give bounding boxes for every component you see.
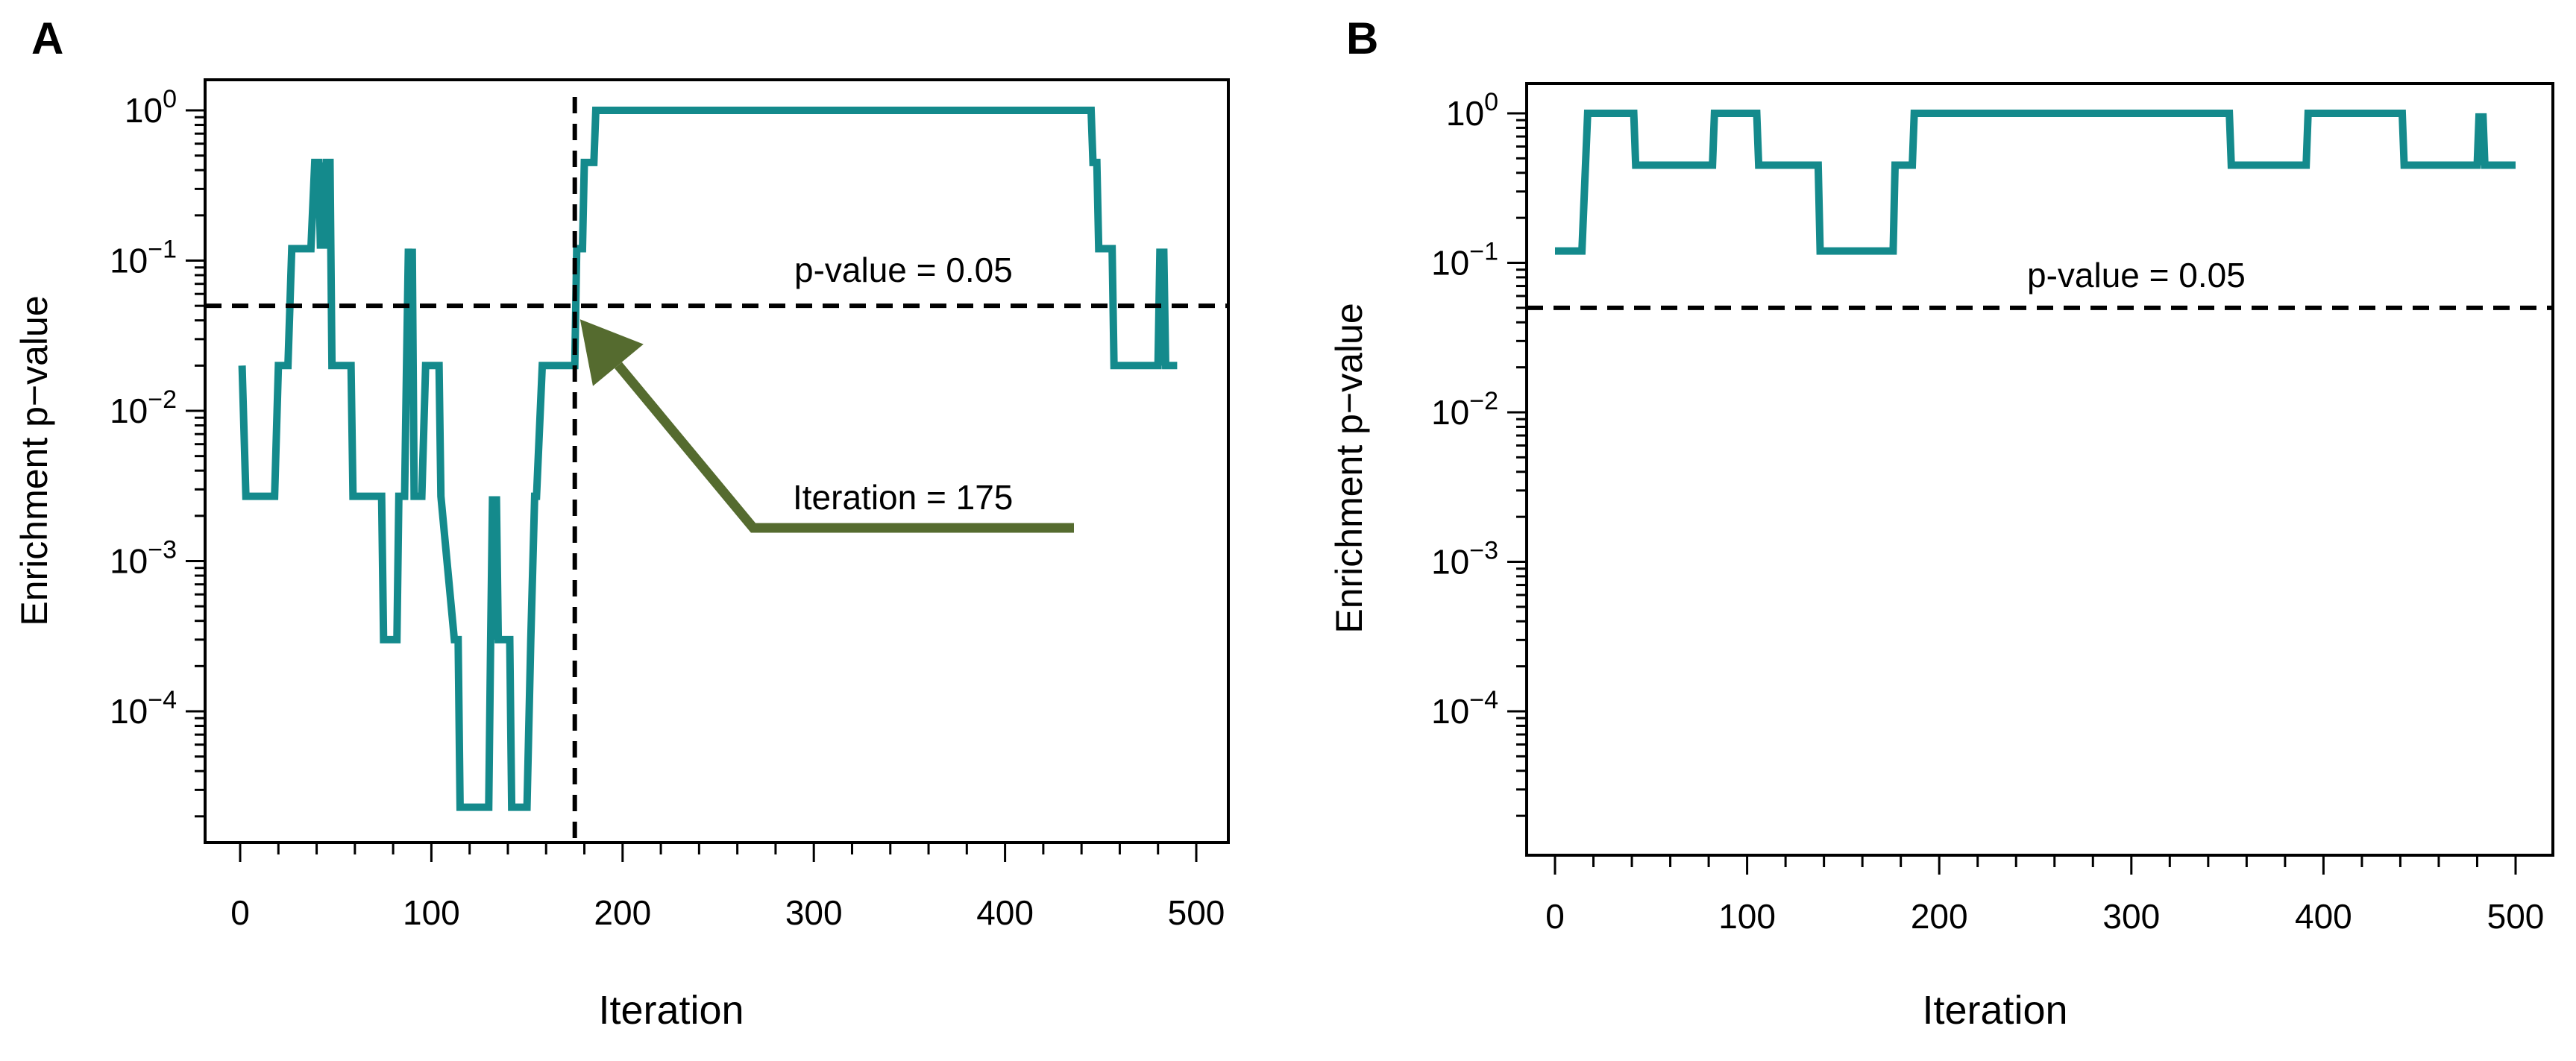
x-tick-label: 100 [403, 893, 460, 932]
annotation-label: Iteration = 175 [793, 478, 1013, 517]
y-tick-label: 10−1 [110, 236, 177, 280]
y-tick-label: 100 [125, 85, 177, 130]
y-axis-b: 100 10−1 10−2 10−3 10−4 [1431, 88, 1527, 817]
panel-b-chart: B 100 10−1 10−2 10−3 10−4 0 100 200 300 400 500 I… [1328, 13, 2554, 1033]
x-tick-label: 0 [1545, 897, 1565, 936]
plot-frame-b [1525, 82, 2554, 857]
x-tick-label: 400 [976, 893, 1034, 932]
y-axis-a: 100 10−1 10−2 10−3 10−4 [110, 85, 205, 818]
panel-label-a: A [31, 13, 63, 63]
threshold-label-b: p-value = 0.05 [2027, 256, 2246, 295]
y-tick-label: 10−4 [1431, 686, 1498, 731]
y-tick-label: 10−3 [110, 536, 177, 581]
annotation-arrow [579, 319, 644, 386]
y-tick-label: 10−3 [1431, 537, 1498, 582]
annotation-arrow-shaft [614, 362, 1074, 533]
y-tick-label: 10−2 [110, 385, 177, 430]
y-tick-label: 100 [1446, 88, 1498, 133]
panel-a-chart: A 100 10−1 10−2 10−3 10−4 0 100 200 300 400 500 I… [13, 13, 1230, 1033]
x-axis-title-a: Iteration [598, 988, 744, 1033]
threshold-label-a: p-value = 0.05 [794, 251, 1013, 289]
y-axis-title-a: Enrichment p−value [13, 295, 55, 626]
x-tick-label: 500 [2487, 897, 2545, 936]
y-tick-label: 10−1 [1431, 238, 1498, 283]
pvalue-series-line [1555, 110, 2516, 255]
x-axis-b: 0 100 200 300 400 500 [1545, 855, 2544, 936]
x-tick-label: 200 [1911, 897, 1968, 936]
x-tick-label: 400 [2295, 897, 2352, 936]
y-axis-title-b: Enrichment p−value [1328, 303, 1370, 633]
x-tick-label: 300 [785, 893, 843, 932]
x-tick-label: 500 [1168, 893, 1225, 932]
series-group-a [238, 107, 1178, 811]
y-tick-label: 10−2 [1431, 387, 1498, 432]
x-axis-title-b: Iteration [1922, 988, 2067, 1033]
plot-frame-a [204, 78, 1230, 844]
x-tick-label: 200 [594, 893, 651, 932]
series-group-b [1555, 110, 2516, 255]
panel-label-b: B [1346, 13, 1378, 63]
y-tick-label: 10−4 [110, 686, 177, 731]
pvalue-series-line [238, 107, 1178, 811]
x-tick-label: 0 [230, 893, 250, 932]
x-tick-label: 100 [1718, 897, 1776, 936]
x-tick-label: 300 [2102, 897, 2160, 936]
x-axis-a: 0 100 200 300 400 500 [230, 843, 1225, 932]
